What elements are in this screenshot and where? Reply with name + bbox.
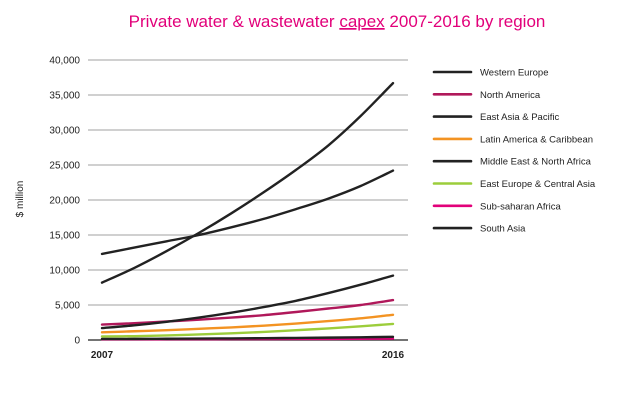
gridlines — [88, 59, 408, 341]
chart-title-part-3: 2007-2016 by region — [385, 12, 546, 31]
series-line-western-europe — [100, 81, 395, 284]
series-line-south-asia — [100, 335, 395, 341]
legend-label: East Asia & Pacific — [480, 112, 559, 123]
legend: Western Europe North America East Asia & P… — [432, 68, 596, 235]
chart-title: Private water & wastewater capex 2007-20… — [129, 12, 546, 31]
chart-title-part-2: capex — [339, 12, 385, 31]
legend-label: Sub-saharan Africa — [480, 201, 562, 212]
y-tick-label: 0 — [74, 336, 80, 347]
y-tick-label: 40,000 — [49, 56, 80, 67]
series-line-middle-east-north-africa — [100, 274, 395, 330]
series-line-east-europe-central-asia — [100, 322, 395, 338]
x-tick-label: 2007 — [91, 350, 114, 361]
legend-label: East Europe & Central Asia — [480, 179, 596, 190]
y-tick-label: 20,000 — [49, 196, 80, 207]
y-tick-label: 5,000 — [55, 301, 80, 312]
x-tick-label: 2016 — [382, 350, 405, 361]
y-tick-labels: 0 5,000 10,000 15,000 20,000 25,000 30,000 35,0… — [49, 56, 80, 347]
y-axis-label: $ million — [15, 181, 26, 218]
y-tick-label: 10,000 — [49, 266, 80, 277]
series-lines — [100, 81, 395, 341]
y-tick-label: 15,000 — [49, 231, 80, 242]
chart-title-part-1: Private water & wastewater — [129, 12, 340, 31]
legend-label: South Asia — [480, 224, 526, 235]
legend-label: Western Europe — [480, 68, 548, 79]
legend-label: North America — [480, 90, 541, 101]
series-line-north-america — [100, 298, 395, 326]
y-tick-label: 30,000 — [49, 126, 80, 137]
legend-label: Middle East & North Africa — [480, 157, 592, 168]
x-tick-labels: 2007 2016 — [91, 350, 405, 361]
y-tick-label: 25,000 — [49, 161, 80, 172]
legend-label: Latin America & Caribbean — [480, 134, 593, 145]
y-tick-label: 35,000 — [49, 91, 80, 102]
series-line-east-asia-pacific — [100, 169, 395, 256]
series-line-latin-america-caribbean — [100, 313, 395, 334]
